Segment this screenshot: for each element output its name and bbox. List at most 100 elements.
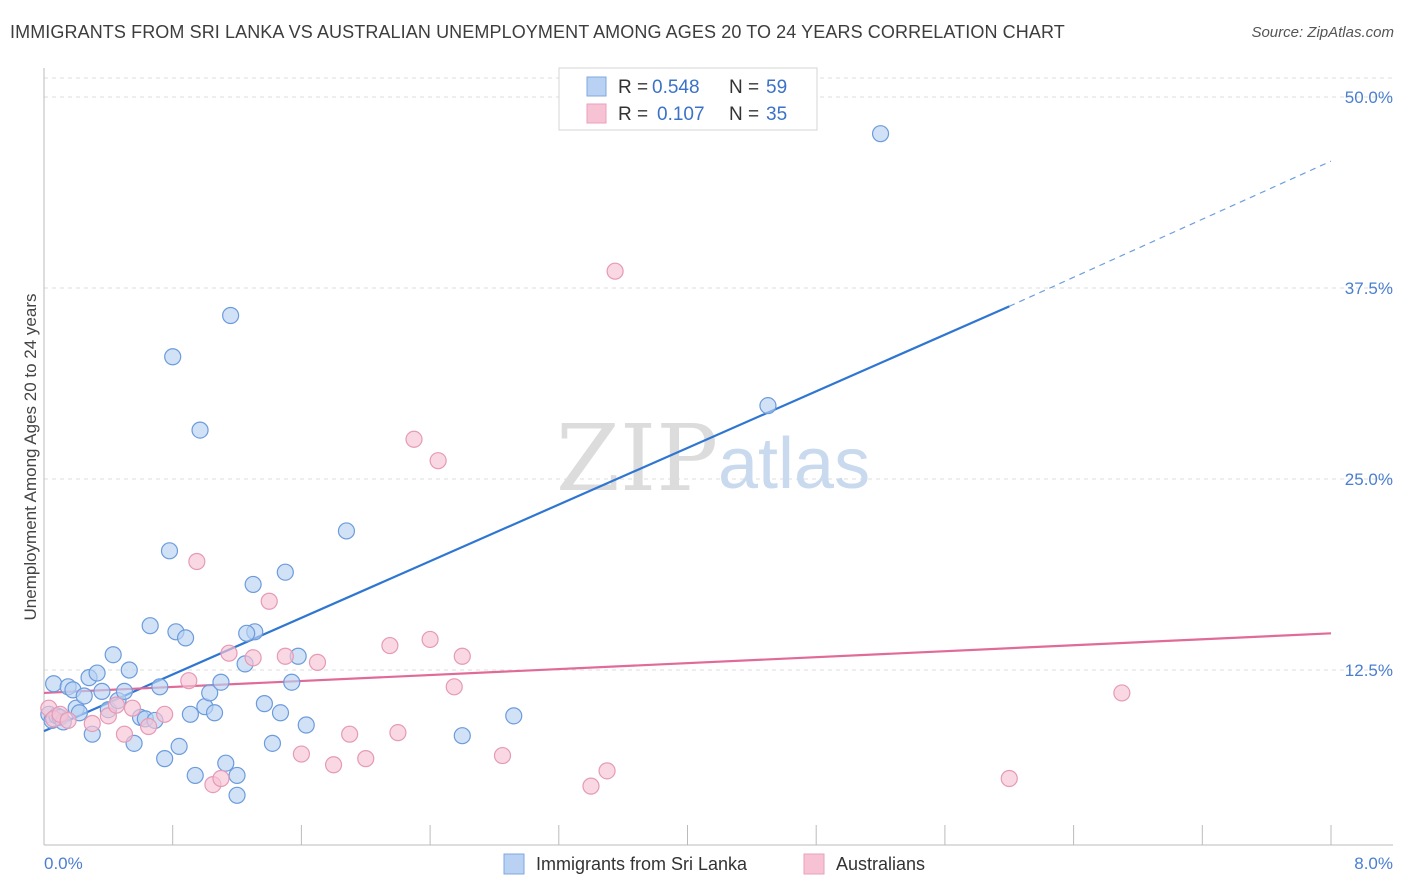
point-sri-lanka [120,661,138,679]
point-sri-lanka [759,397,777,415]
trend-line-sri-lanka-extension [1009,160,1332,307]
point-australians [107,696,125,714]
x-tick-label: 8.0% [1354,854,1393,873]
x-tick-label: 0.0% [44,854,83,873]
point-australians [115,725,134,743]
point-australians [357,750,375,768]
point-australians [421,630,439,649]
point-sri-lanka [186,766,204,785]
point-sri-lanka [141,617,159,635]
point-sri-lanka [255,695,273,713]
trend-lines [43,160,1332,733]
point-australians [582,777,600,795]
point-australians [308,653,327,671]
point-sri-lanka [191,421,209,439]
point-sri-lanka [453,727,471,745]
point-sri-lanka [244,575,262,594]
point-australians [341,725,359,743]
point-australians [83,714,101,733]
legend-r-label-1: R = [618,77,648,98]
y-tick-label: 12.5% [1345,661,1393,680]
point-sri-lanka [283,673,301,691]
point-sri-lanka [93,682,111,700]
trend-line-sri-lanka [43,305,1010,733]
series-swatch-australians [803,853,825,875]
trend-line-australians [43,632,1332,695]
source-credit: Source: ZipAtlas.com [1251,24,1394,41]
point-sri-lanka [337,522,356,540]
point-sri-lanka [75,687,93,705]
y-axis-label: Unemployment Among Ages 20 to 24 years [21,294,40,621]
y-tick-label: 50.0% [1345,88,1393,107]
point-sri-lanka [156,750,174,768]
legend-n-value-1: 59 [766,77,787,98]
point-sri-lanka [222,306,240,325]
legend-swatch-pink [586,103,607,124]
point-australians [292,745,310,763]
data-points [40,125,1131,804]
point-australians [244,649,262,667]
point-sri-lanka [276,563,294,581]
point-australians [59,711,77,730]
point-australians [123,699,142,717]
point-australians [156,705,174,723]
point-sri-lanka [238,624,256,642]
point-australians [324,756,343,774]
point-sri-lanka [228,786,246,804]
point-sri-lanka [205,704,224,722]
correlation-legend: R = 0.548 N = 59 R = 0.107 N = 35 [558,67,818,131]
point-sri-lanka [505,707,523,725]
point-australians [453,647,471,665]
point-sri-lanka [170,737,188,756]
point-sri-lanka [176,629,195,647]
point-australians [445,678,463,696]
point-australians [139,717,158,736]
axes [43,68,1393,846]
point-sri-lanka [871,125,890,143]
point-australians [493,746,512,765]
legend-n-label-1: N = [729,77,759,98]
point-australians [220,644,238,662]
point-australians [389,724,407,742]
point-australians [212,769,230,788]
legend-n-label-2: N = [729,104,759,125]
y-tick-label: 37.5% [1345,279,1393,298]
y-tick-labels: 12.5% 25.0% 37.5% 50.0% [1345,88,1393,680]
point-australians [188,552,206,571]
point-sri-lanka [181,705,199,723]
point-sri-lanka [164,348,182,366]
point-sri-lanka [297,716,315,734]
point-sri-lanka [228,766,246,785]
series-legend: Immigrants from Sri Lanka Australians [503,853,925,875]
series-swatch-sri-lanka [503,853,525,875]
point-australians [260,592,278,610]
point-australians [1000,769,1018,788]
point-australians [405,430,423,448]
x-tick-labels: 0.0% 8.0% [44,854,1393,873]
chart-title: IMMIGRANTS FROM SRI LANKA VS AUSTRALIAN … [10,22,1065,42]
y-tick-label: 25.0% [1345,470,1393,489]
point-australians [1113,684,1131,702]
point-sri-lanka [151,678,169,696]
legend-r-label-2: R = [618,104,648,125]
legend-n-value-2: 35 [766,104,787,125]
legend-swatch-blue [586,76,607,97]
point-sri-lanka [160,542,179,560]
point-sri-lanka [104,646,122,664]
point-sri-lanka [88,664,106,682]
point-sri-lanka [263,734,282,752]
series-label-sri-lanka: Immigrants from Sri Lanka [536,854,748,874]
point-sri-lanka [217,754,235,772]
point-sri-lanka [45,675,63,693]
legend-r-value-1: 0.548 [652,77,700,98]
point-australians [429,452,447,470]
point-australians [606,262,624,280]
point-sri-lanka [271,704,290,722]
series-label-australians: Australians [836,854,925,874]
watermark-atlas: atlas [718,424,870,504]
point-sri-lanka [115,682,134,700]
point-australians [180,672,198,690]
legend-r-value-2: 0.107 [657,104,705,125]
point-australians [276,647,294,665]
